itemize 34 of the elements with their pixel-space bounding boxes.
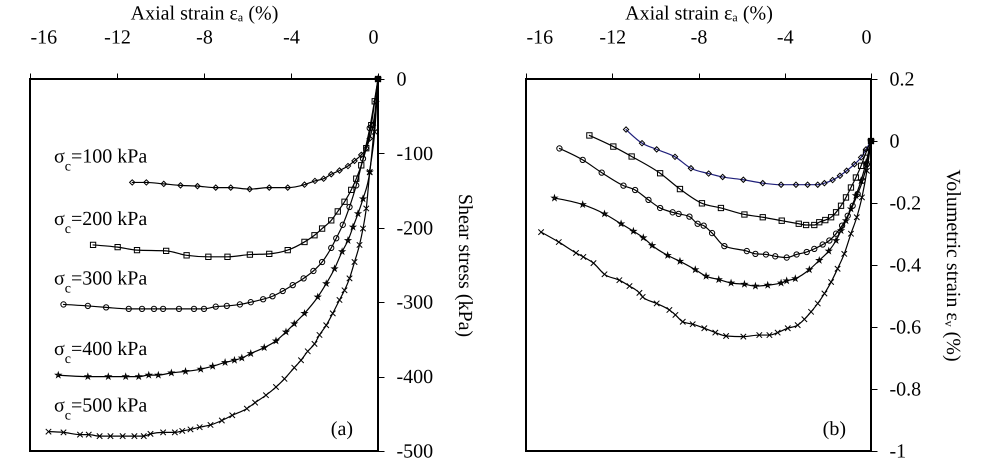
y-tick-label: 0: [890, 130, 900, 152]
annotation: (a): [330, 418, 353, 440]
x-tick-label: 0: [862, 26, 872, 48]
x-tick-label: -16: [30, 26, 58, 48]
x-tick-label: -12: [104, 26, 131, 48]
x-tick-label: 0: [368, 26, 378, 48]
x-tick-label: -8: [196, 26, 213, 48]
x-tick-label: -4: [283, 26, 300, 48]
x-tick-label: -8: [690, 26, 708, 48]
y-axis-title: Volumetric strain εᵥ (%): [942, 169, 964, 362]
y-tick-label: -500: [396, 440, 434, 462]
y-tick-label: -0.8: [890, 378, 922, 400]
y-axis-title: Shear stress (kPa): [454, 194, 476, 338]
y-tick-label: -0.2: [890, 192, 922, 214]
y-tick-label: -200: [396, 217, 434, 240]
y-tick-label: 0.2: [890, 68, 914, 90]
y-tick-label: -100: [396, 142, 434, 165]
y-tick-label: -0.6: [890, 316, 922, 338]
y-tick-label: 0: [396, 68, 406, 90]
x-axis-title: Axial strain εₐ (%): [130, 2, 278, 24]
y-tick-label: -300: [396, 292, 434, 314]
series-label: σ$_{c}$=500 kPa: [54, 394, 148, 424]
y-tick-label: -400: [396, 366, 434, 388]
x-tick-label: -16: [526, 26, 554, 48]
series-label: σ$_{c}$=300 kPa: [54, 267, 148, 296]
annotation: (b): [822, 418, 846, 440]
y-tick-label: -1: [890, 440, 906, 462]
y-tick-label: -0.4: [890, 254, 922, 276]
x-tick-label: -4: [776, 26, 794, 48]
series-label: σ$_{c}$=100 kPa: [54, 145, 148, 174]
series-label: σ$_{c}$=400 kPa: [54, 338, 148, 367]
series-label: σ$_{c}$=200 kPa: [54, 208, 148, 236]
x-tick-label: -12: [599, 26, 626, 48]
x-axis-title: Axial strain εₐ (%): [625, 2, 773, 24]
